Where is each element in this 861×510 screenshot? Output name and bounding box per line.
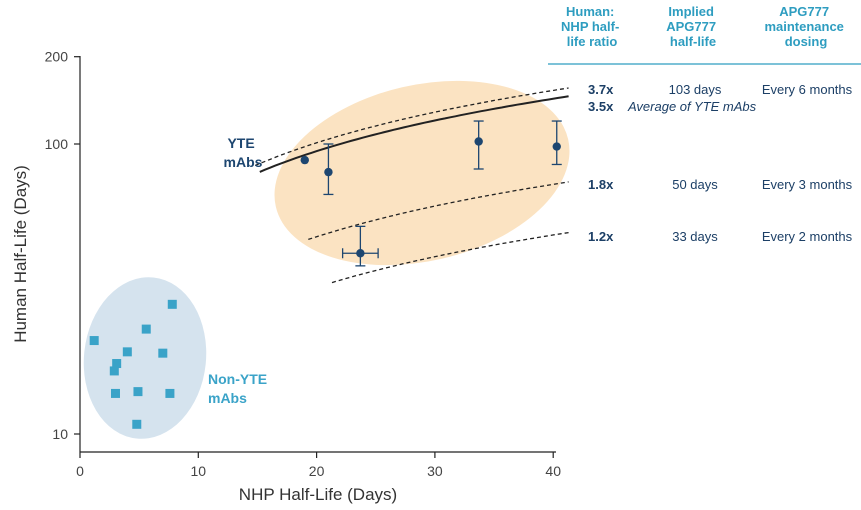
non-yte-group-ellipse	[83, 277, 207, 439]
row-1-dosing: Every 6 months	[762, 82, 853, 97]
header-ratio-line-1: Human:	[566, 4, 614, 19]
x-tick-label: 30	[427, 463, 443, 479]
row-1-half-life: 103 days	[669, 82, 722, 97]
yte-data-point	[324, 167, 333, 177]
reference-curve-1-2x	[331, 231, 569, 284]
yte-group-ellipse	[274, 80, 570, 266]
row-2-note: Average of YTE mAbs	[627, 99, 757, 114]
header-dosing-line-2: maintenance	[764, 19, 843, 34]
non-yte-data-point	[112, 359, 122, 369]
row-2-ratio: 3.5x	[588, 99, 614, 114]
header-dosing-line-1: APG777	[779, 4, 829, 19]
group-ellipses	[83, 80, 570, 439]
data-points	[89, 120, 562, 429]
yte-group-label-line-2: mAbs	[224, 154, 263, 170]
y-ticks: 10 100 200	[45, 49, 80, 442]
header-ratio: Human: NHP half- life ratio	[561, 4, 623, 49]
x-axis-title: NHP Half-Life (Days)	[239, 485, 397, 504]
row-4-dosing: Every 2 months	[762, 229, 853, 244]
x-tick-label: 0	[76, 463, 84, 479]
reference-curve-1-8x	[308, 181, 569, 241]
yte-data-point	[300, 155, 309, 165]
dosing-table: Human: NHP half- life ratio Implied APG7…	[548, 4, 861, 244]
yte-group-label: YTE mAbs	[224, 135, 263, 170]
non-yte-data-point	[132, 419, 142, 429]
header-half-life-line-3: half-life	[670, 34, 716, 49]
yte-data-point	[552, 142, 561, 151]
x-tick-label: 10	[191, 463, 207, 479]
yte-group-label-line-1: YTE	[227, 135, 254, 151]
yte-data-point	[356, 249, 365, 258]
row-4-half-life: 33 days	[672, 229, 718, 244]
non-yte-group-label-line-1: Non-YTE	[208, 371, 267, 387]
header-half-life-line-1: Implied	[668, 4, 714, 19]
header-half-life-line-2: APG777	[666, 19, 716, 34]
row-4-ratio: 1.2x	[588, 229, 614, 244]
x-tick-label: 20	[309, 463, 325, 479]
header-half-life: Implied APG777 half-life	[666, 4, 720, 49]
row-3-half-life: 50 days	[672, 177, 718, 192]
x-ticks: 0 10 20 30 40	[76, 452, 561, 479]
non-yte-data-point	[133, 387, 143, 397]
reference-curve-3-7x	[254, 87, 569, 167]
non-yte-data-point	[167, 299, 177, 309]
header-dosing-line-3: dosing	[785, 34, 828, 49]
y-tick-label: 200	[45, 49, 69, 65]
row-3-dosing: Every 3 months	[762, 177, 853, 192]
x-tick-label: 40	[545, 463, 561, 479]
yte-data-point	[474, 137, 483, 146]
y-tick-label: 10	[52, 426, 68, 442]
non-yte-data-point	[122, 347, 132, 357]
header-ratio-line-3: life ratio	[567, 34, 618, 49]
non-yte-data-point	[165, 388, 175, 398]
reference-curve-3-5x	[259, 95, 569, 173]
y-tick-label: 100	[45, 136, 69, 152]
non-yte-group-label: Non-YTE mAbs	[208, 371, 271, 406]
non-yte-group-label-line-2: mAbs	[208, 390, 247, 406]
y-axis-title: Human Half-Life (Days)	[11, 165, 30, 343]
non-yte-data-point	[110, 388, 120, 398]
axes	[79, 56, 556, 453]
non-yte-data-point	[158, 348, 168, 358]
reference-curves	[254, 87, 569, 284]
row-3-ratio: 1.8x	[588, 177, 614, 192]
non-yte-data-point	[89, 336, 99, 346]
header-ratio-line-2: NHP half-	[561, 19, 619, 34]
non-yte-data-point	[141, 324, 151, 334]
non-yte-data-point	[109, 366, 119, 376]
header-dosing: APG777 maintenance dosing	[764, 4, 847, 49]
row-1-ratio: 3.7x	[588, 82, 614, 97]
